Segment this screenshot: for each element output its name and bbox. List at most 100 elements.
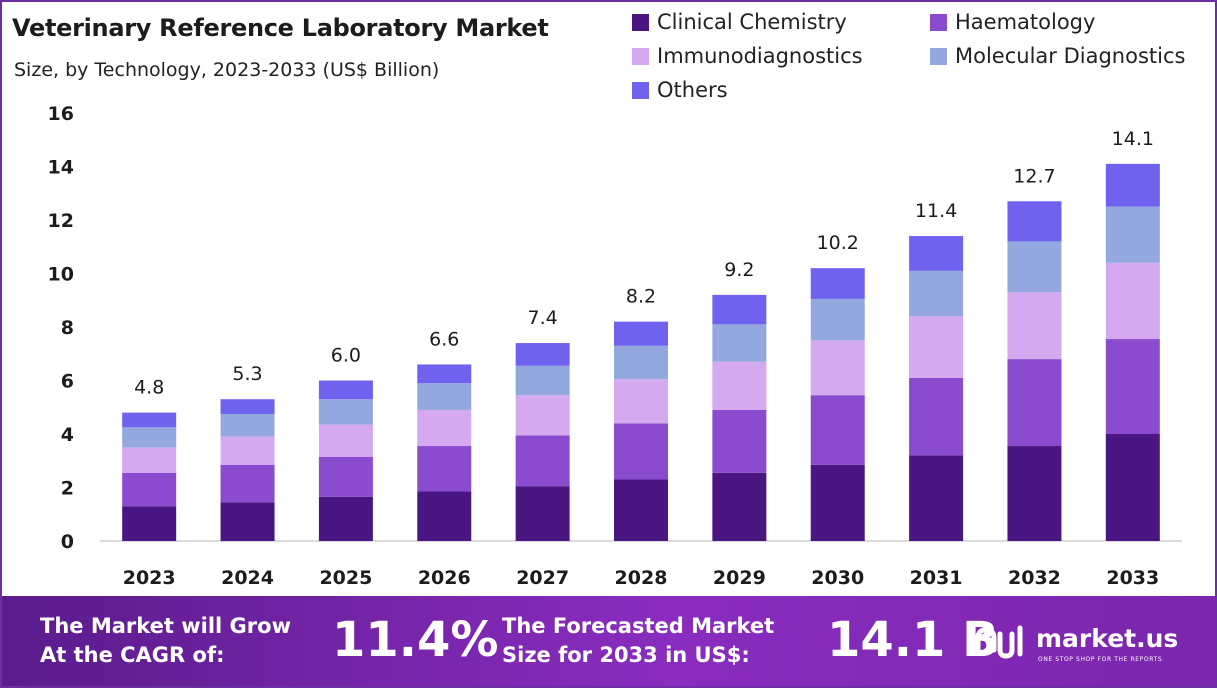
x-tick-label: 2026 [418,567,471,589]
x-tick-label: 2032 [1008,567,1061,589]
legend-item-immunodiagnostics: Immunodiagnostics [632,44,863,68]
bar-segment [712,361,767,410]
bar-total-label: 8.2 [626,286,656,308]
bar-segment [318,399,373,425]
chart-subtitle: Size, by Technology, 2023-2033 (US$ Bill… [14,59,440,81]
legend-swatch [632,13,649,31]
bar-total-label: 4.8 [134,377,164,399]
x-tick-label: 2028 [615,567,668,589]
legend-item-molecular-diagnostics: Molecular Diagnostics [930,44,1185,68]
bar-segment [122,412,177,428]
bar-segment [810,268,865,299]
bar-total-label: 10.2 [817,232,859,254]
bar-segment [909,377,964,456]
legend-swatch [930,47,947,65]
bar-total-label: 6.0 [331,345,361,367]
bar-segment [318,380,373,400]
bar-segment [1105,206,1160,263]
brand-logo: market.us ONE STOP SHOP FOR THE REPORTS [974,620,1214,670]
bar-total-label: 6.6 [429,328,459,350]
summary-banner: The Market will Grow At the CAGR of: 11.… [2,596,1215,686]
legend-label: Immunodiagnostics [657,44,863,68]
x-tick-label: 2033 [1106,567,1159,589]
y-tick-label: 10 [48,264,74,286]
bar-segment [909,236,964,271]
bar-segment [614,423,668,480]
bar-segment [1105,339,1160,434]
chart-title: Veterinary Reference Laboratory Market [12,14,549,42]
cagr-caption-line2: At the CAGR of: [40,643,225,667]
bar-segment [1105,434,1160,541]
bar-segment [515,343,570,366]
cagr-caption-line1: The Market will Grow [40,614,291,638]
bar-segment [1007,201,1062,242]
bar-segment [1105,262,1160,340]
legend-label: Molecular Diagnostics [955,44,1186,68]
bar-segment [1007,359,1062,447]
legend-swatch [930,13,947,31]
bar-segment [515,435,570,487]
legend-label: Others [657,78,728,102]
bar-segment [1105,163,1160,207]
legend-swatch [632,81,649,99]
y-tick-label: 8 [61,317,74,339]
x-tick-label: 2023 [123,567,176,589]
bar-total-label: 7.4 [528,307,558,329]
bar-segment [614,379,668,424]
bar-segment [810,298,865,341]
legend-item-haematology: Haematology [930,10,1095,34]
bar-segment [417,446,472,492]
bar-segment [417,491,472,541]
market-us-logo-icon [975,625,1023,659]
bar-segment [712,324,767,362]
bar-segment [220,436,275,465]
bar-segment [122,506,177,541]
bar-segment [712,409,767,473]
bar-segment [515,365,570,396]
bar-segment [220,502,275,541]
legend-swatch [632,47,649,65]
legend-label: Haematology [955,10,1096,34]
bar-segment [614,345,668,380]
bar-total-label: 12.7 [1013,165,1055,187]
bar-segment [220,464,275,503]
bar-segment [1007,446,1062,541]
legend: Clinical Chemistry Haematology Immunodia… [632,10,1215,110]
bar-segment [417,383,472,410]
bar-segment [810,340,865,396]
y-tick-label: 4 [61,424,74,446]
x-tick-label: 2029 [713,567,766,589]
bar-segment [515,486,570,541]
y-tick-label: 12 [48,210,74,232]
bar-segment [417,409,472,447]
forecast-caption-line1: The Forecasted Market [502,614,775,638]
y-tick-label: 2 [61,478,74,500]
legend-label: Clinical Chemistry [657,10,847,34]
brand-tagline: ONE STOP SHOP FOR THE REPORTS [1038,656,1163,663]
x-tick-label: 2030 [811,567,864,589]
x-tick-label: 2027 [516,567,569,589]
legend-item-clinical-chemistry: Clinical Chemistry [632,10,847,34]
bar-total-label: 9.2 [724,259,754,281]
bar-total-label: 14.1 [1112,128,1154,150]
x-tick-label: 2024 [221,567,274,589]
bar-total-label: 11.4 [915,200,957,222]
bar-segment [909,270,964,317]
bar-segment [614,479,668,541]
bar-segment [810,395,865,465]
bar-segment [318,456,373,497]
bar-segment [909,455,964,541]
bar-segment [318,496,373,541]
bar-segment [712,472,767,541]
legend-item-others: Others [632,78,728,102]
stacked-bar-chart: 0 2 4 6 8 10 12 14 16 4.8 2023 5.3 2024 6.0 2025 6.6 202… [48,103,1182,589]
bar-segment [810,464,865,541]
bar-segment [220,413,275,437]
brand-name: market.us [1036,624,1179,653]
bar-segment [614,321,668,346]
x-tick-label: 2025 [319,567,372,589]
y-tick-label: 0 [61,531,74,553]
y-tick-label: 14 [48,157,74,179]
bar-segment [1007,241,1062,293]
bar-segment [712,294,767,325]
